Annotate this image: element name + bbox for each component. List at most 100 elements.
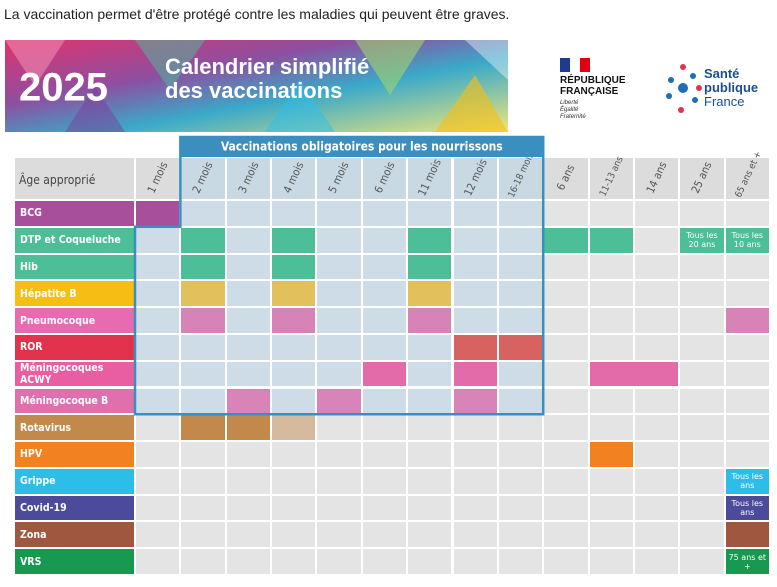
empty-cell [271,548,317,575]
empty-cell [497,307,544,334]
header-cell [679,157,725,200]
row-label: Grippe [14,467,135,495]
empty-cell [497,494,544,522]
empty-cell [543,441,589,468]
header-cell [588,157,634,200]
empty-cell [225,360,272,388]
row-label: Méningocoque B [14,387,135,415]
empty-cell [633,387,680,415]
empty-cell [452,494,498,522]
row-label: BCG [14,200,135,227]
row-label: Zona [14,521,135,549]
dose-cell [588,441,634,468]
empty-cell [271,521,317,549]
empty-cell [225,280,272,308]
logo-text: RÉPUBLIQUE [560,75,626,86]
empty-cell [316,280,362,308]
empty-cell [316,333,362,361]
dose-cell [452,360,498,388]
empty-cell [225,441,272,468]
empty-cell [543,280,589,308]
empty-cell [588,280,634,308]
empty-cell [543,200,589,227]
banner-title: des vaccinations [165,78,342,103]
empty-cell [135,548,181,575]
empty-cell [588,521,634,549]
empty-cell [679,467,725,495]
republique-logo: RÉPUBLIQUE FRANÇAISE [560,75,626,97]
dose-cell [724,307,770,334]
empty-cell [271,441,317,468]
empty-cell [407,521,453,549]
empty-cell [724,387,770,415]
empty-cell [588,253,634,281]
empty-cell [452,307,498,334]
empty-cell [679,441,725,468]
box-title-band [180,137,544,157]
empty-cell [497,548,544,575]
empty-cell [633,414,680,442]
dose-cell [497,333,544,361]
empty-cell [316,200,362,227]
empty-cell [316,441,362,468]
row-label: Méningocoques ACWY [14,360,135,388]
empty-cell [225,494,272,522]
empty-cell [135,467,181,495]
empty-cell [679,200,725,227]
dose-cell [588,360,680,388]
empty-cell [497,387,544,415]
dose-cell [543,226,589,254]
empty-cell [225,226,272,254]
empty-cell [407,441,453,468]
dose-cell [407,307,453,334]
empty-cell [633,467,680,495]
empty-cell [361,307,408,334]
empty-cell [180,360,226,388]
dose-cell: Tous les ans [724,467,770,495]
empty-cell [316,494,362,522]
empty-cell [271,333,317,361]
banner-title: Calendrier simplifié [165,54,369,79]
empty-cell [135,494,181,522]
dose-cell [407,226,453,254]
empty-cell [452,200,498,227]
corner-label: Âge approprié [19,173,96,187]
empty-cell [135,414,181,442]
row-label: Pneumocoque [14,307,135,334]
motto-line: Liberté [560,100,579,106]
empty-cell [316,307,362,334]
dose-cell [407,253,453,281]
empty-cell [452,226,498,254]
empty-cell [543,360,589,388]
banner-year: 2025 [19,66,108,110]
empty-cell [135,333,181,361]
empty-cell [497,414,544,442]
empty-cell [633,548,680,575]
empty-cell [633,521,680,549]
dose-cell [180,253,226,281]
empty-cell [543,494,589,522]
empty-cell [588,494,634,522]
empty-cell [452,521,498,549]
empty-cell [180,441,226,468]
empty-cell [724,253,770,281]
empty-cell [135,307,181,334]
empty-cell [679,387,725,415]
empty-cell [361,280,408,308]
empty-cell [316,548,362,575]
empty-cell [633,307,680,334]
empty-cell [679,333,725,361]
empty-cell [679,521,725,549]
empty-cell [543,387,589,415]
empty-cell [135,226,181,254]
empty-cell [316,521,362,549]
empty-cell [588,200,634,227]
empty-cell [588,333,634,361]
empty-cell [407,200,453,227]
row-label: Hib [14,253,135,281]
motto-line: Égalité [560,107,579,113]
header-cell [633,157,680,200]
dose-cell: 75 ans et + [724,548,770,575]
empty-cell [135,387,181,415]
